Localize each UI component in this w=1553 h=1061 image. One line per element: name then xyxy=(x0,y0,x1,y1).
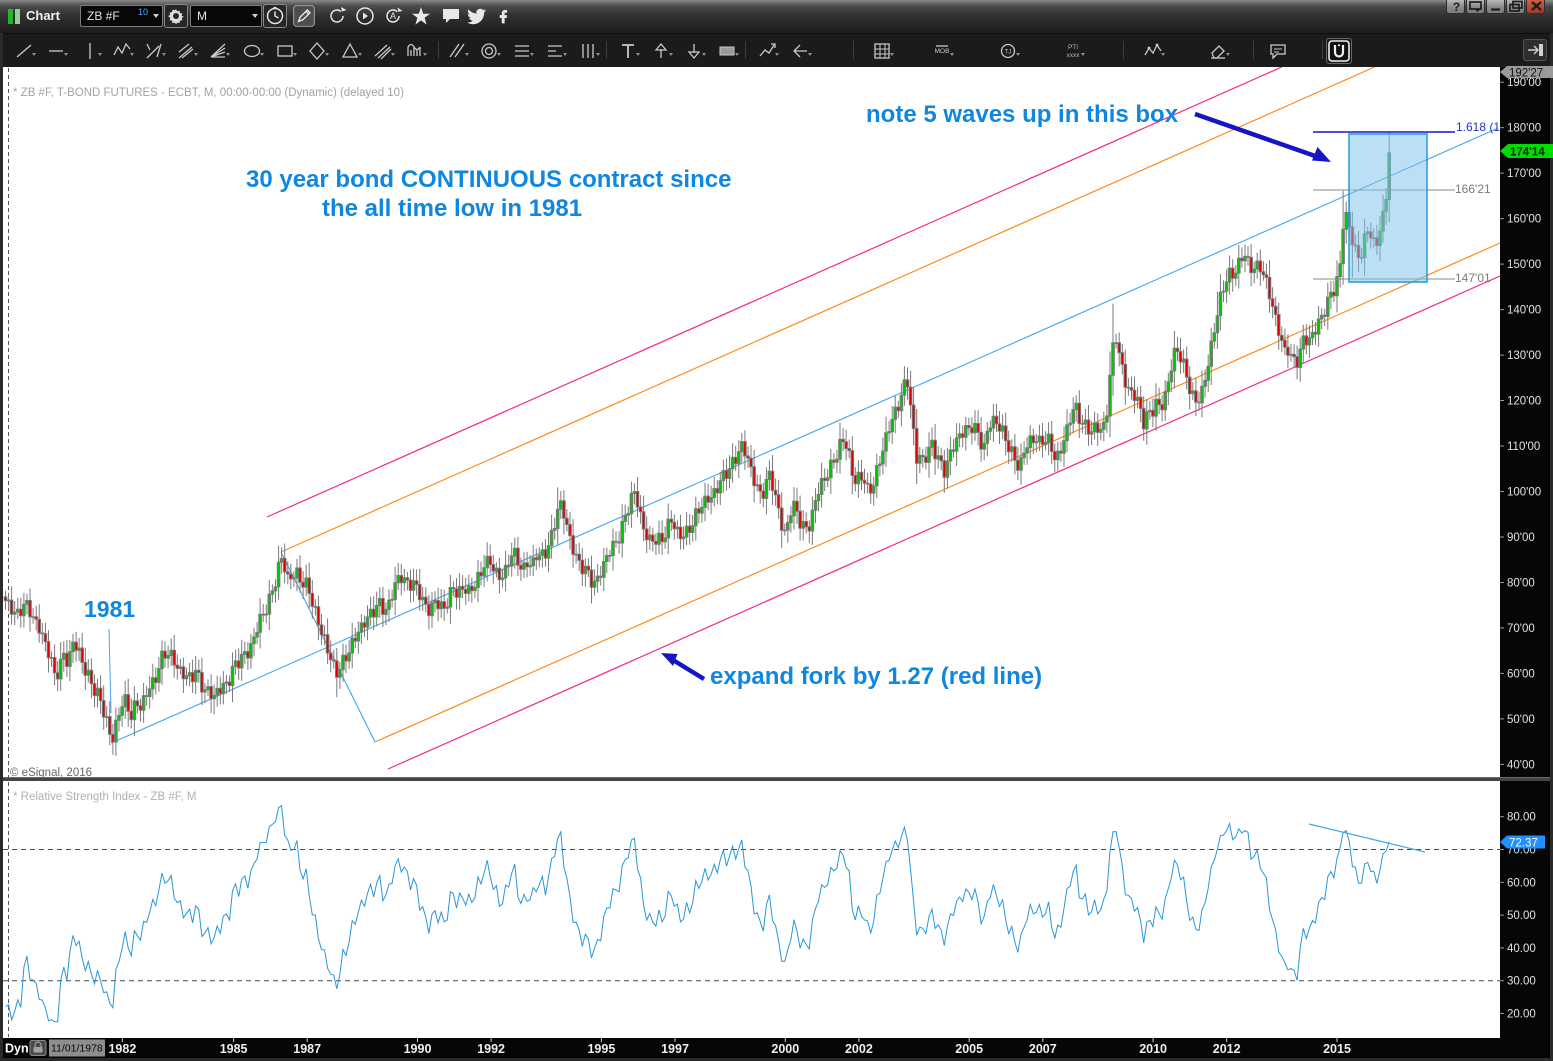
svg-text:2015: 2015 xyxy=(1323,1042,1351,1056)
svg-text:TJ: TJ xyxy=(1005,50,1012,56)
svg-text:110'00: 110'00 xyxy=(1507,441,1540,453)
svg-text:2000: 2000 xyxy=(771,1042,799,1056)
svg-text:1992: 1992 xyxy=(477,1042,505,1056)
svg-text:130'00: 130'00 xyxy=(1507,350,1541,362)
svg-text:90'00: 90'00 xyxy=(1507,532,1535,544)
svg-text:190'00: 190'00 xyxy=(1507,77,1541,89)
svg-text:* ZB #F, T-BOND FUTURES - ECBT: * ZB #F, T-BOND FUTURES - ECBT, M, 00:00… xyxy=(13,87,404,99)
svg-text:expand fork by 1.27 (red line): expand fork by 1.27 (red line) xyxy=(710,663,1042,690)
svg-text:1.618 (17: 1.618 (17 xyxy=(1456,120,1507,134)
svg-text:xxxx: xxxx xyxy=(1067,52,1081,59)
svg-text:150'00: 150'00 xyxy=(1507,259,1541,271)
svg-text:70'00: 70'00 xyxy=(1507,623,1535,635)
svg-text:© eSignal, 2016: © eSignal, 2016 xyxy=(10,767,92,779)
svg-text:50.00: 50.00 xyxy=(1507,910,1536,922)
svg-text:192'27: 192'27 xyxy=(1509,68,1543,80)
svg-text:72.37: 72.37 xyxy=(1509,838,1538,850)
svg-text:1990: 1990 xyxy=(404,1042,432,1056)
svg-text:?: ? xyxy=(1453,0,1460,13)
svg-text:170'00: 170'00 xyxy=(1507,168,1541,180)
svg-text:60.00: 60.00 xyxy=(1507,877,1536,889)
svg-text:2002: 2002 xyxy=(845,1042,873,1056)
svg-text:174'14: 174'14 xyxy=(1510,147,1545,159)
svg-text:60'00: 60'00 xyxy=(1507,668,1535,680)
svg-text:2007: 2007 xyxy=(1029,1042,1057,1056)
svg-text:40'00: 40'00 xyxy=(1507,759,1535,771)
svg-text:40.00: 40.00 xyxy=(1507,943,1536,955)
svg-text:Dyn: Dyn xyxy=(5,1042,29,1056)
svg-text:1987: 1987 xyxy=(293,1042,321,1056)
svg-text:147'01: 147'01 xyxy=(1455,271,1491,285)
svg-text:140'00: 140'00 xyxy=(1507,305,1541,317)
svg-text:1982: 1982 xyxy=(108,1042,136,1056)
svg-text:80'00: 80'00 xyxy=(1507,578,1535,590)
svg-text:A: A xyxy=(390,11,396,21)
svg-text:100'00: 100'00 xyxy=(1507,487,1541,499)
svg-text:30 year bond CONTINUOUS contra: 30 year bond CONTINUOUS contract since xyxy=(246,166,731,193)
svg-text:166'21: 166'21 xyxy=(1455,182,1491,196)
svg-text:note 5 waves up in this box: note 5 waves up in this box xyxy=(866,101,1179,128)
svg-text:2010: 2010 xyxy=(1139,1042,1167,1056)
svg-text:* Relative Strength Index - ZB: * Relative Strength Index - ZB #F, M xyxy=(13,791,196,803)
svg-text:80.00: 80.00 xyxy=(1507,812,1536,824)
svg-text:20.00: 20.00 xyxy=(1507,1009,1536,1021)
svg-text:the all time low in 1981: the all time low in 1981 xyxy=(322,195,582,222)
svg-text:PTI: PTI xyxy=(1068,44,1078,51)
svg-text:1981: 1981 xyxy=(84,596,135,622)
svg-text:120'00: 120'00 xyxy=(1507,396,1541,408)
svg-text:1995: 1995 xyxy=(587,1042,615,1056)
svg-text:1997: 1997 xyxy=(661,1042,689,1056)
svg-text:180'00: 180'00 xyxy=(1507,123,1541,135)
svg-text:1985: 1985 xyxy=(220,1042,248,1056)
svg-text:2012: 2012 xyxy=(1213,1042,1241,1056)
svg-text:160'00: 160'00 xyxy=(1507,214,1541,226)
svg-text:50'00: 50'00 xyxy=(1507,714,1535,726)
svg-text:11/01/1978: 11/01/1978 xyxy=(51,1043,103,1055)
svg-text:2005: 2005 xyxy=(955,1042,983,1056)
svg-text:30.00: 30.00 xyxy=(1507,976,1536,988)
svg-text:MOB: MOB xyxy=(935,48,950,55)
